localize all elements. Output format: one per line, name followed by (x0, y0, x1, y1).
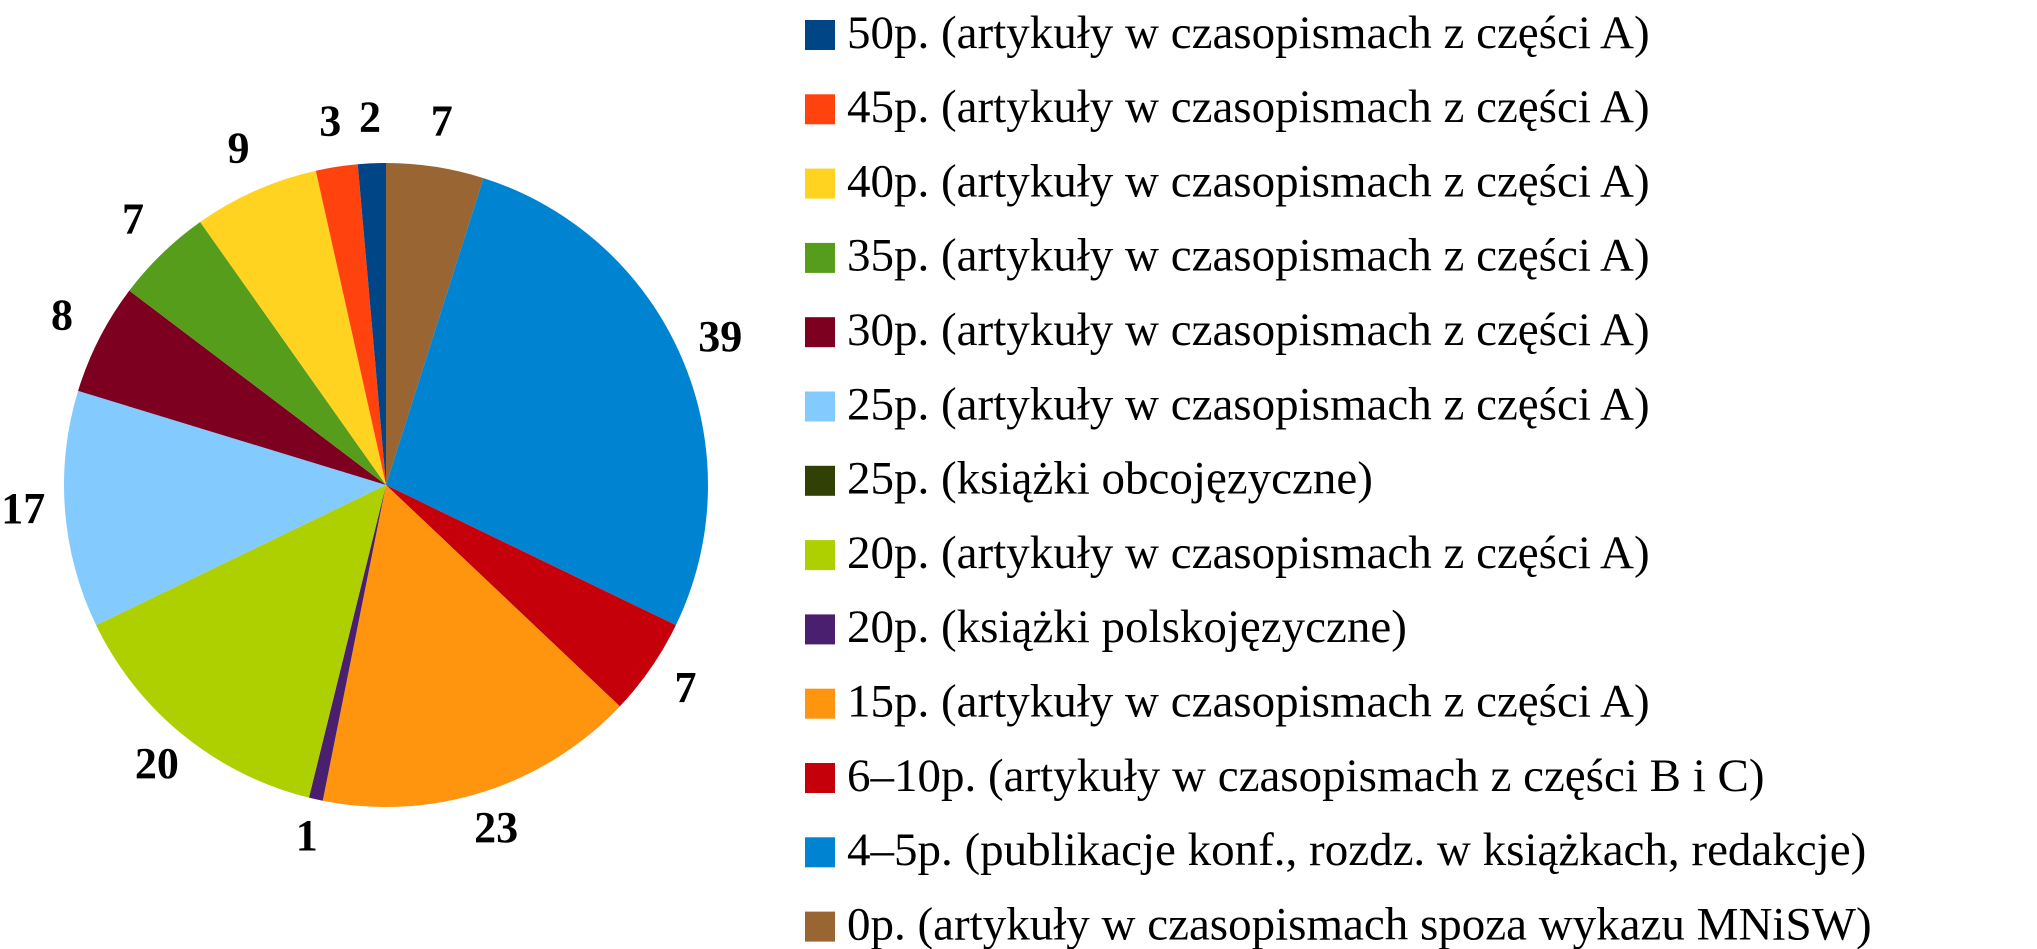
data-label: 20 (135, 739, 179, 788)
legend-swatch (805, 540, 835, 571)
pie-slice (322, 485, 620, 808)
legend-label: 0p. (artykuły w czasopismach spoza wykaz… (847, 898, 1872, 949)
data-label: 1 (296, 811, 318, 860)
legend-label: 6–10p. (artykuły w czasopismach z części… (847, 750, 1765, 802)
legend-label: 4–5p. (publikacje konf., rozdz. w książk… (847, 824, 1866, 876)
legend-label: 15p. (artykuły w czasopismach z części A… (847, 675, 1650, 727)
data-label: 9 (227, 123, 249, 172)
legend-label: 25p. (książki obcojęzyczne) (847, 453, 1373, 505)
pie-slice (63, 390, 386, 626)
data-label: 3 (319, 97, 341, 146)
pie-slice (386, 163, 484, 485)
legend-swatch (805, 465, 835, 496)
legend-label: 20p. (artykuły w czasopismach z części A… (847, 527, 1650, 579)
pie-slice (96, 485, 387, 798)
pie-slice (308, 485, 386, 801)
legend-swatch (805, 763, 835, 793)
legend-swatch (805, 688, 835, 719)
data-label: 23 (474, 803, 518, 852)
legend-swatch (805, 391, 835, 422)
legend-swatch (805, 242, 835, 273)
legend-swatch (805, 94, 835, 125)
legend-swatch (805, 168, 835, 199)
pie-slice (96, 485, 387, 626)
legend-swatch (805, 837, 835, 868)
data-label: 8 (51, 291, 73, 340)
pie-slice (315, 164, 386, 485)
pie-slice (200, 170, 386, 485)
legend-label: 50p. (artykuły w czasopismach z części A… (847, 7, 1650, 59)
legend-label: 30p. (artykuły w czasopismach z części A… (847, 304, 1650, 356)
pie-slice (386, 485, 676, 707)
legend-label: 40p. (artykuły w czasopismach z części A… (847, 155, 1650, 207)
legend-swatch (805, 20, 835, 50)
pie-slice (357, 163, 386, 485)
pie-slice (129, 222, 387, 485)
pie-slice (386, 178, 708, 626)
legend-label: 45p. (artykuły w czasopismach z części A… (847, 81, 1650, 133)
data-label: 39 (698, 312, 742, 361)
legend-label: 35p. (artykuły w czasopismach z części A… (847, 230, 1650, 282)
legend-label: 20p. (książki polskojęzyczne) (847, 601, 1407, 653)
pie-slice (78, 290, 386, 485)
legend-swatch (805, 317, 835, 348)
legend-swatch (805, 614, 835, 645)
data-label: 7 (431, 97, 453, 146)
data-label: 7 (674, 663, 696, 712)
data-label: 7 (122, 195, 144, 244)
data-label: 2 (359, 93, 381, 142)
legend-swatch (805, 911, 835, 942)
legend-label: 25p. (artykuły w czasopismach z części A… (847, 378, 1650, 430)
data-label: 17 (1, 484, 45, 533)
